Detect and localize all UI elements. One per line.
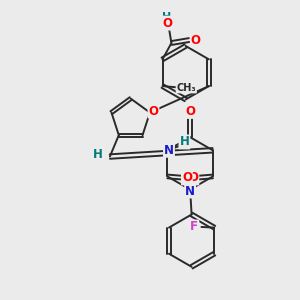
Text: O: O <box>188 171 198 184</box>
Text: O: O <box>191 34 201 46</box>
Text: O: O <box>182 171 192 184</box>
Text: O: O <box>162 16 172 30</box>
Text: F: F <box>190 220 198 233</box>
Text: H: H <box>162 12 172 22</box>
Text: O: O <box>148 105 158 118</box>
Text: H: H <box>179 136 189 148</box>
Text: H: H <box>92 148 102 161</box>
Text: CH₃: CH₃ <box>176 82 196 93</box>
Text: O: O <box>185 105 195 118</box>
Text: N: N <box>185 184 195 197</box>
Text: N: N <box>164 144 174 157</box>
